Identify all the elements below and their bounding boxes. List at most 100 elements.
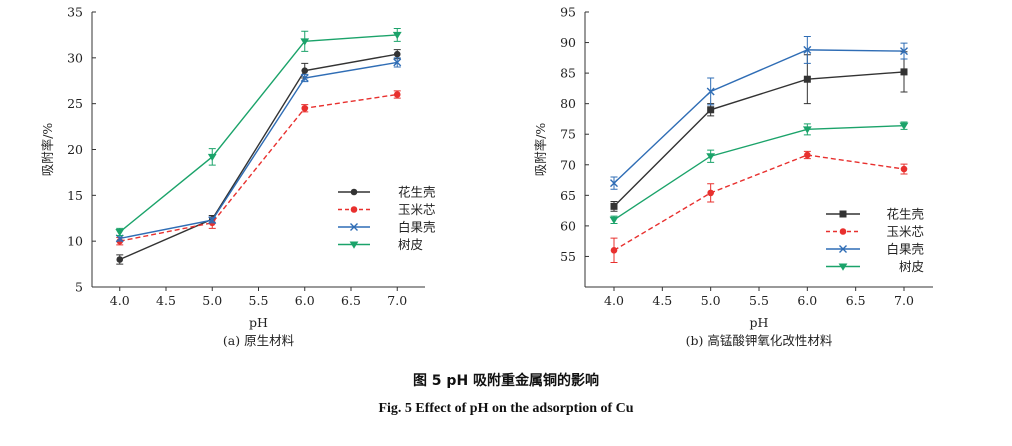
x-tick-label: 6.0: [295, 293, 315, 308]
x-tick-label: 5.5: [249, 293, 269, 308]
series-树皮: [115, 28, 402, 237]
y-tick-label: 60: [560, 218, 576, 233]
data-point: [300, 38, 310, 46]
y-tick-label: 55: [560, 249, 576, 264]
x-tick-label: 5.0: [701, 293, 721, 308]
figure-caption-en: Fig. 5 Effect of pH on the adsorption of…: [378, 401, 634, 416]
data-point: [609, 216, 619, 224]
y-axis-label: 吸附率/%: [533, 123, 548, 177]
chart-b: 55 60 65 70 75 80 85 90 95 4.0 4.5 5.0 5.5 6.0 6.5 7.0 p…: [533, 5, 933, 348]
series-树皮: [609, 121, 909, 224]
legend-label: 玉米芯: [886, 224, 924, 239]
legend-label: 白果壳: [886, 242, 924, 257]
series-line: [119, 93, 398, 242]
x-tick-label: 7.0: [894, 293, 914, 308]
data-point: [301, 67, 309, 74]
data-point: [706, 87, 715, 96]
x-tick-label: 5.5: [749, 293, 769, 308]
x-tick-label: 6.0: [797, 293, 817, 308]
data-point: [208, 216, 217, 225]
y-tick-label: 70: [560, 157, 576, 172]
series-白果壳: [115, 57, 402, 243]
legend-swatch-marker: [839, 228, 847, 235]
data-point: [393, 58, 402, 67]
data-point: [900, 47, 908, 56]
series-line: [119, 53, 398, 261]
y-tick-label: 95: [560, 5, 576, 20]
data-point: [301, 104, 309, 112]
data-point: [900, 68, 908, 76]
legend-swatch-marker: [350, 188, 358, 196]
series-line: [613, 71, 905, 207]
x-tick-label: 5.0: [202, 293, 222, 308]
chart-subtitle: (a) 原生材料: [223, 333, 295, 348]
x-tick-label: 7.0: [387, 293, 407, 308]
figure-caption-cn: 图 5 pH 吸附重金属铜的影响: [412, 373, 600, 389]
legend-swatch-marker: [350, 223, 358, 231]
chart-subtitle: (b) 高锰酸钾氧化改性材料: [686, 333, 833, 348]
y-tick-label: 85: [560, 66, 576, 81]
legend-swatch-marker: [349, 241, 359, 249]
y-tick-label: 25: [67, 96, 83, 111]
y-tick-label: 20: [67, 142, 83, 157]
data-point: [610, 202, 618, 210]
data-point: [707, 189, 714, 197]
data-point: [207, 153, 217, 162]
data-point: [610, 179, 618, 188]
x-tick-label: 6.5: [341, 293, 361, 308]
data-point: [802, 126, 812, 134]
x-axis-label: pH: [249, 315, 268, 330]
x-tick-label: 6.5: [846, 293, 866, 308]
data-point: [804, 151, 811, 159]
y-tick-label: 35: [67, 5, 83, 20]
series-玉米芯: [116, 90, 401, 246]
series-白果壳: [610, 35, 908, 190]
legend-label: 玉米芯: [398, 202, 436, 217]
y-tick-label: 65: [560, 188, 576, 203]
legend-swatch-marker: [839, 245, 847, 253]
series-花生壳: [610, 51, 908, 212]
legend-swatch-marker: [350, 206, 358, 213]
series-line: [613, 154, 905, 251]
series-玉米芯: [610, 150, 908, 264]
data-point: [115, 229, 125, 237]
x-tick-label: 4.0: [110, 293, 130, 308]
data-point: [116, 256, 124, 263]
x-tick-label: 4.5: [156, 293, 176, 308]
y-tick-label: 80: [560, 96, 576, 111]
y-tick-label: 15: [67, 188, 83, 203]
data-point: [803, 75, 811, 83]
series-花生壳: [116, 49, 401, 265]
data-point: [392, 31, 402, 40]
data-point: [899, 122, 909, 130]
data-point: [706, 153, 716, 161]
legend-swatch-marker: [838, 263, 848, 271]
data-point: [803, 45, 812, 54]
legend-label: 树皮: [398, 237, 423, 252]
data-point: [393, 50, 401, 58]
series-line: [119, 61, 398, 240]
x-tick-label: 4.0: [604, 293, 624, 308]
y-tick-label: 75: [560, 127, 576, 142]
y-tick-label: 10: [67, 234, 83, 249]
data-point: [610, 247, 618, 254]
data-point: [707, 106, 715, 114]
data-point: [393, 91, 401, 98]
legend-swatch-marker: [839, 210, 847, 218]
y-tick-label: 5: [75, 280, 83, 295]
series-line: [613, 124, 905, 221]
legend-label: 树皮: [899, 259, 924, 274]
legend-label: 白果壳: [398, 220, 436, 235]
series-line: [613, 49, 905, 184]
x-axis-label: pH: [750, 315, 769, 330]
series-line: [119, 34, 398, 233]
legend-label: 花生壳: [398, 185, 436, 200]
data-point: [900, 165, 908, 173]
y-tick-label: 30: [67, 50, 83, 65]
chart-a: 5 10 15 20 25 30 35 4.0 4.5 5.0 5.5 6.0 6.5 7.0 pH 吸附率/…: [40, 5, 436, 349]
y-tick-label: 90: [560, 35, 576, 50]
legend-label: 花生壳: [886, 207, 924, 222]
